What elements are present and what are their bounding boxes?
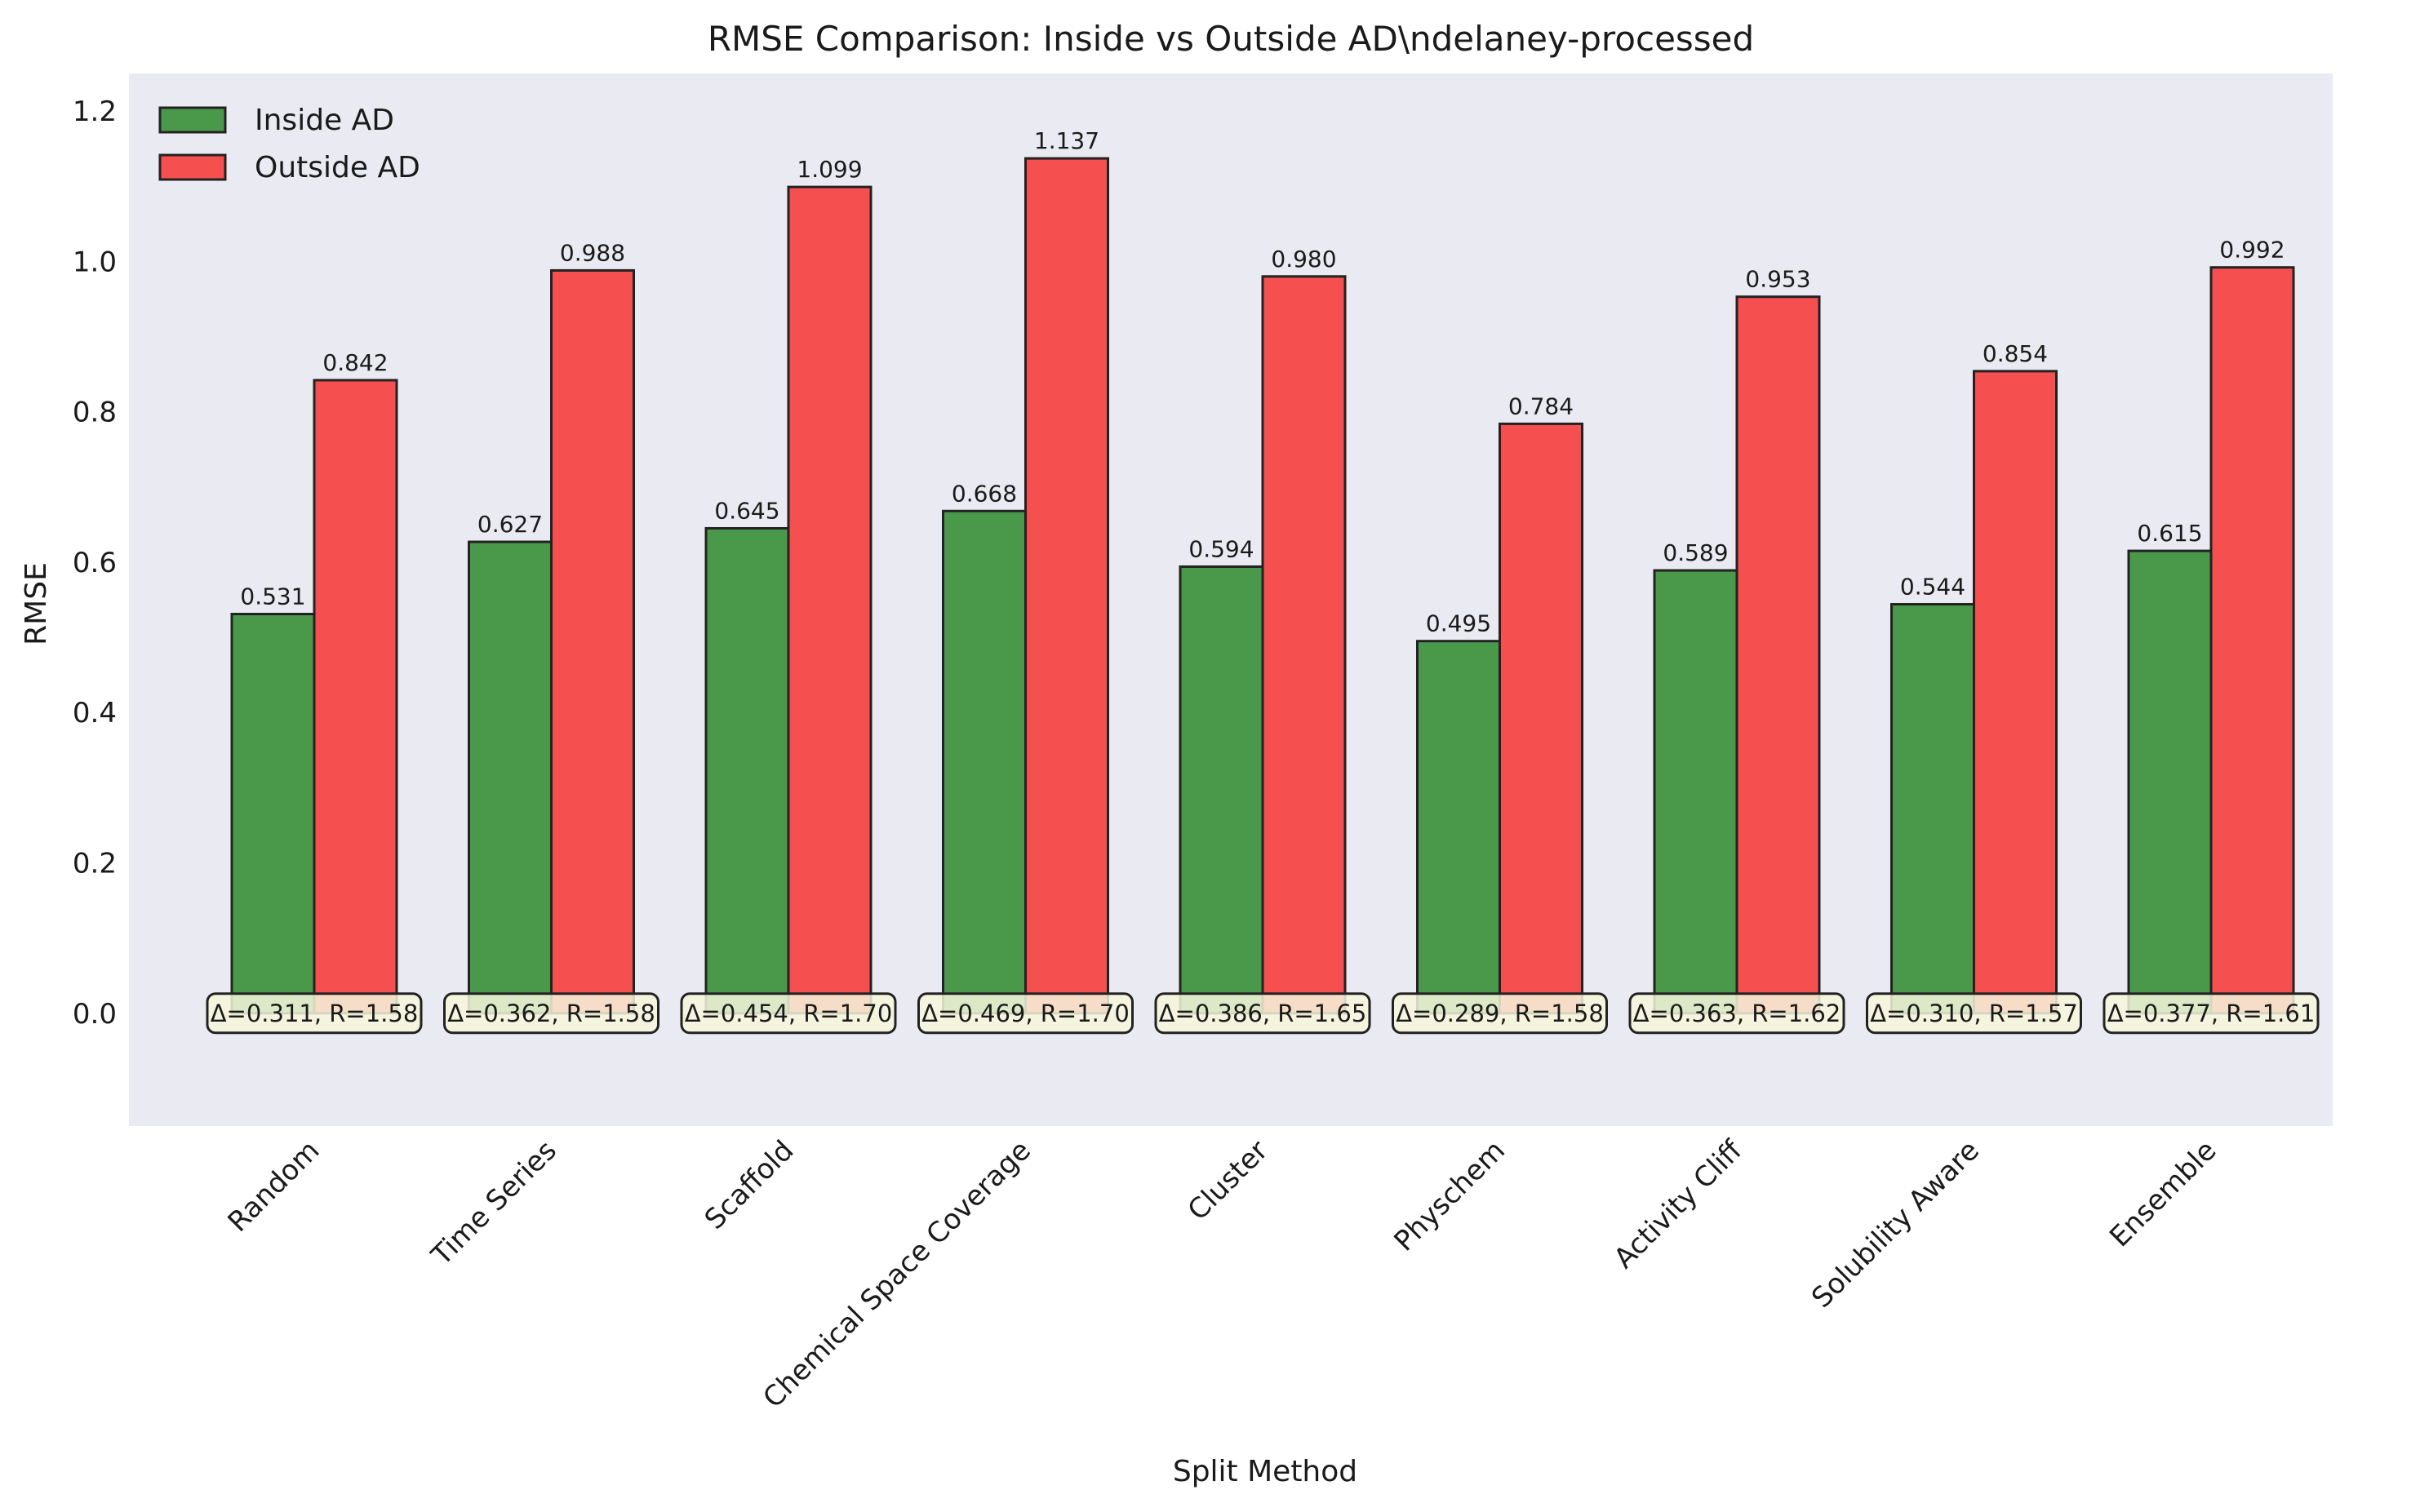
annotation-text: Δ=0.454, R=1.70 [685,1000,893,1027]
x-tick-label: Solubility Aware [1805,1134,1986,1315]
annotation-box [917,992,1134,1035]
annotation-text: Δ=0.362, R=1.58 [447,1000,655,1027]
annotation-text: Δ=0.363, R=1.62 [1633,1000,1841,1027]
x-tick-label: Ensemble [2103,1134,2222,1253]
bar-label-outside-ad: 0.953 [1745,266,1810,293]
x-tick-label: Physchem [1388,1134,1511,1257]
y-tick-label: 0.0 [73,998,117,1031]
legend: Inside AD Outside AD [158,104,420,184]
annotations: Δ=0.311, R=1.58 Δ=0.362, R=1.58 Δ=0.454, R… [206,992,2320,1035]
bar-outside-ad [313,379,398,1015]
bar-label-outside-ad: 0.854 [1983,340,2048,367]
legend-label-inside-ad: Inside AD [255,104,394,137]
y-tick-label: 1.2 [73,95,117,128]
bar-value-labels: 0.531 0.842 0.627 0.988 0.645 1.099 0.668 1.137… [240,127,2285,637]
bar-label-inside-ad: 0.589 [1663,539,1728,566]
bar-inside-ad [1653,569,1738,1015]
bar-label-inside-ad: 0.495 [1426,610,1491,637]
y-tick-label: 0.8 [73,397,117,429]
annotation-text: Δ=0.386, R=1.65 [1159,1000,1367,1027]
bar-inside-ad [230,613,316,1015]
legend-swatch-outside-ad [158,153,227,181]
annotation-box [206,992,423,1035]
bar-label-inside-ad: 0.615 [2137,520,2202,547]
bars [230,157,2295,1015]
bar-label-inside-ad: 0.544 [1900,574,1965,601]
bar-inside-ad [704,526,790,1015]
bar-label-outside-ad: 0.784 [1508,392,1574,419]
bar-label-inside-ad: 0.531 [240,583,305,610]
x-tick-label: Activity Cliff [1608,1133,1750,1275]
annotation-box [1628,992,1845,1035]
bar-inside-ad [1890,603,1975,1015]
annotation-box [1154,992,1371,1035]
bar-inside-ad [1416,640,1501,1015]
bar-label-inside-ad: 0.668 [952,480,1017,507]
bar-outside-ad [1735,295,1821,1015]
x-tick-label: Random [222,1134,326,1239]
bar-outside-ad [1973,370,2058,1015]
x-tick-label: Scaffold [699,1134,801,1236]
y-tick-label: 0.6 [73,547,117,579]
y-tick-label: 0.2 [73,848,117,880]
annotation-box [680,992,897,1035]
x-tick-label: Cluster [1182,1134,1275,1227]
bar-label-inside-ad: 0.645 [714,497,779,524]
bar-outside-ad [2209,266,2295,1015]
bar-label-outside-ad: 1.099 [797,156,862,183]
annotation-text: Δ=0.377, R=1.61 [2107,1000,2316,1027]
bar-outside-ad [550,268,635,1015]
y-axis-ticks: 0.0 0.2 0.4 0.6 0.8 1.0 1.2 [73,95,117,1031]
bar-inside-ad [1179,565,1264,1015]
y-axis-label: RMSE [20,562,53,645]
annotation-text: Δ=0.469, R=1.70 [921,1000,1130,1027]
bar-label-outside-ad: 0.992 [2219,237,2285,264]
annotation-box [2103,992,2320,1035]
bar-label-inside-ad: 0.627 [477,511,543,538]
bar-label-outside-ad: 0.980 [1271,246,1336,273]
x-tick-label: Time Series [424,1134,562,1272]
annotation-box [1392,992,1608,1035]
chart-title: RMSE Comparison: Inside vs Outside AD\nd… [708,19,1754,59]
bar-outside-ad [787,185,873,1015]
bar-outside-ad [1024,157,1109,1015]
legend-label-outside-ad: Outside AD [255,151,420,184]
annotation-text: Δ=0.311, R=1.58 [211,1000,419,1027]
bar-outside-ad [1261,275,1347,1015]
bar-inside-ad [2127,549,2213,1015]
x-axis-label: Split Method [1173,1455,1357,1488]
annotation-box [1866,992,2082,1035]
annotation-text: Δ=0.310, R=1.57 [1870,1000,2078,1027]
y-tick-label: 0.4 [73,697,117,729]
bar-label-inside-ad: 0.594 [1188,535,1254,562]
annotation-text: Δ=0.289, R=1.58 [1396,1000,1604,1027]
bar-outside-ad [1499,422,1583,1015]
bar-label-outside-ad: 0.988 [560,239,625,266]
bar-label-outside-ad: 0.842 [322,349,388,376]
y-tick-label: 1.0 [73,246,117,278]
annotation-box [443,992,659,1035]
x-tick-label: Chemical Space Coverage [757,1134,1037,1415]
bar-inside-ad [942,509,1027,1015]
bar-label-outside-ad: 1.137 [1034,127,1099,154]
bar-inside-ad [468,540,553,1015]
legend-swatch-inside-ad [158,106,227,134]
